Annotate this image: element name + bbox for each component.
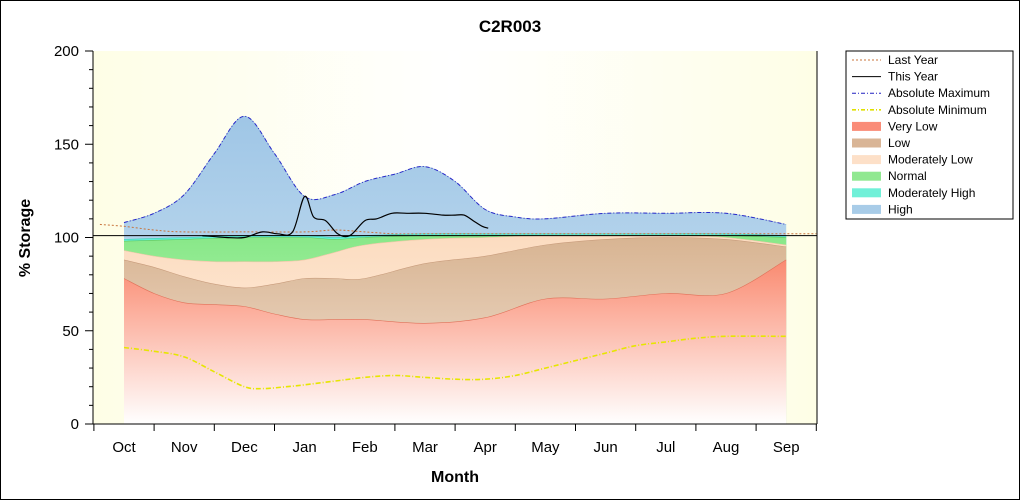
y-tick-label: 150 xyxy=(54,136,79,153)
x-axis-label: Month xyxy=(431,469,479,486)
legend: Last Year This Year Absolute Maximum Absolu… xyxy=(845,50,1014,220)
legend-item-last-year: Last Year xyxy=(852,53,938,67)
x-tick-label: May xyxy=(531,439,560,456)
legend-swatch xyxy=(852,138,881,148)
x-tick-label: Jun xyxy=(594,439,618,456)
x-tick-label: Aug xyxy=(713,439,740,456)
legend-label: High xyxy=(888,202,913,216)
legend-item-very-low: Very Low xyxy=(852,119,938,133)
band-edge-low xyxy=(123,237,787,289)
legend-label: Last Year xyxy=(888,53,938,67)
y-tick-label: 50 xyxy=(62,323,79,340)
legend-item-high: High xyxy=(852,202,913,216)
x-tick-label: Nov xyxy=(171,439,198,456)
chart-title: C2R003 xyxy=(479,17,541,36)
x-tick-label: Feb xyxy=(352,439,378,456)
legend-item-moderately-low: Moderately Low xyxy=(852,153,973,167)
y-tick-label: 100 xyxy=(54,230,79,247)
legend-label: Very Low xyxy=(888,119,938,133)
legend-item-this-year: This Year xyxy=(852,70,938,84)
legend-swatch xyxy=(852,155,881,165)
line-last-year xyxy=(99,223,817,235)
line-absolute-maximum xyxy=(123,115,787,225)
y-axis-label: % Storage xyxy=(17,199,34,277)
legend-swatch xyxy=(852,188,881,198)
x-tick-label: Apr xyxy=(474,439,497,456)
legend-swatch xyxy=(852,204,881,214)
legend-label: This Year xyxy=(888,70,938,84)
y-tick-label: 0 xyxy=(71,416,79,433)
legend-label: Absolute Minimum xyxy=(888,103,987,117)
legend-item-low: Low xyxy=(852,136,910,150)
legend-label: Absolute Maximum xyxy=(888,86,990,100)
x-tick-label: Jan xyxy=(293,439,317,456)
legend-label: Normal xyxy=(888,169,927,183)
legend-item-absolute-minimum: Absolute Minimum xyxy=(852,103,987,117)
plot-area xyxy=(93,51,817,425)
y-tick-label: 200 xyxy=(54,43,79,60)
line-this-year xyxy=(202,195,489,239)
legend-label: Moderately Low xyxy=(888,153,973,167)
legend-label: Low xyxy=(888,136,910,150)
band-very-low xyxy=(124,259,787,424)
x-tick-label: Oct xyxy=(112,439,136,456)
x-tick-label: Sep xyxy=(773,439,800,456)
x-tick-label: Mar xyxy=(412,439,438,456)
x-tick-label: Jul xyxy=(656,439,675,456)
legend-item-normal: Normal xyxy=(852,169,927,183)
legend-item-absolute-maximum: Absolute Maximum xyxy=(852,86,990,100)
legend-item-moderately-high: Moderately High xyxy=(852,186,975,200)
x-tick-label: Dec xyxy=(231,439,258,456)
legend-swatch xyxy=(852,171,881,181)
legend-label: Moderately High xyxy=(888,186,975,200)
band-edge-very-low xyxy=(123,259,787,324)
legend-swatch xyxy=(852,121,881,131)
line-absolute-minimum xyxy=(123,335,787,390)
